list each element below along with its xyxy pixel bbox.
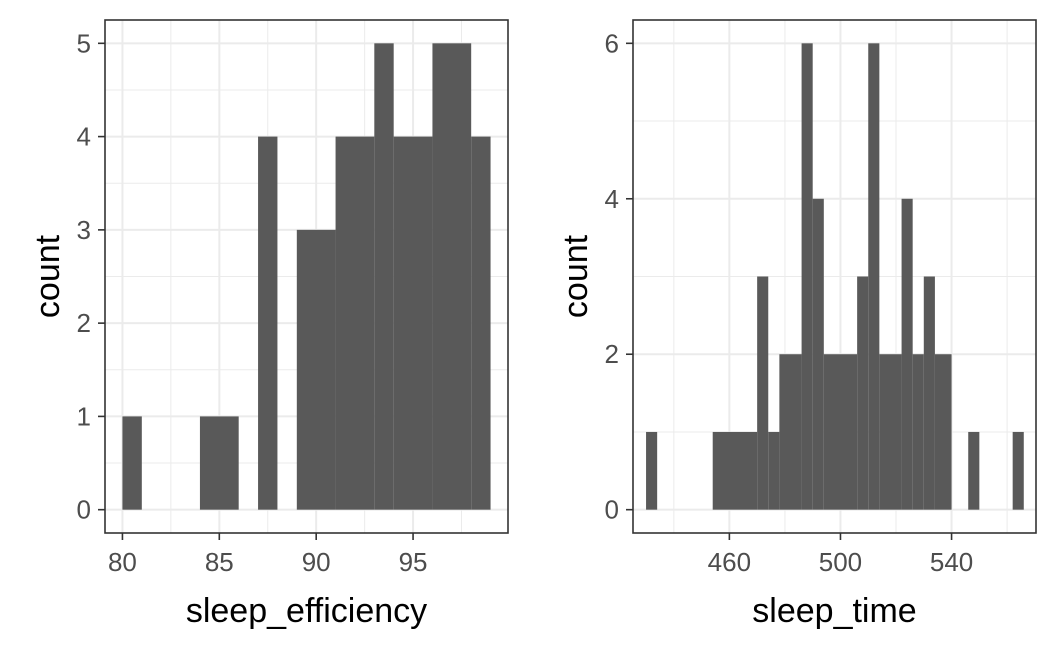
histogram-bar	[801, 43, 813, 510]
y-tick-label: 2	[77, 308, 91, 338]
y-tick-label: 4	[77, 122, 91, 152]
sleep-time-histogram-panel: 460 500 540 0 2 4 6 sleep_time count	[557, 19, 1037, 630]
histogram-bar	[335, 136, 375, 510]
histogram-bar	[199, 416, 239, 510]
x-tick-label: 500	[819, 547, 862, 577]
y-tick-label: 6	[605, 28, 619, 58]
x-tick-label: 90	[302, 547, 331, 577]
histogram-bar	[757, 276, 769, 510]
panel-border	[632, 19, 1037, 534]
histogram-bar	[432, 43, 472, 510]
histogram-bar	[296, 229, 336, 510]
sleep-efficiency-histogram-panel: 80 85 90 95 0 1 2 3 4 5 sleep_efficiency count	[29, 19, 509, 630]
y-tick-label: 0	[77, 495, 91, 525]
y-tick-label: 3	[77, 215, 91, 245]
histogram-bar	[857, 276, 869, 510]
x-tick-label: 460	[708, 547, 751, 577]
y-axis-title: count	[557, 234, 595, 318]
x-tick-label: 540	[930, 547, 973, 577]
x-tick-label: 85	[205, 547, 234, 577]
histogram-bar	[779, 354, 802, 510]
histogram-bar	[1012, 431, 1024, 510]
histogram-bar	[712, 431, 758, 510]
y-tick-label: 2	[605, 339, 619, 369]
histogram-bar	[879, 354, 902, 510]
y-axis-title: count	[29, 234, 67, 318]
panel-border	[104, 19, 509, 534]
histogram-bar	[968, 431, 980, 510]
histogram-bar	[934, 354, 952, 510]
histogram-bar	[646, 431, 658, 510]
histogram-bar	[868, 43, 880, 510]
y-tick-label: 1	[77, 401, 91, 431]
histogram-bar	[393, 136, 433, 510]
histogram-bar	[901, 198, 913, 510]
x-tick-label: 95	[399, 547, 428, 577]
histogram-bar	[374, 43, 394, 510]
x-tick-label: 80	[108, 547, 137, 577]
histogram-bar	[923, 276, 935, 510]
y-tick-label: 5	[77, 28, 91, 58]
y-tick-label: 0	[605, 495, 619, 525]
x-axis-title: sleep_efficiency	[186, 592, 427, 630]
histogram-bar	[471, 136, 491, 510]
y-tick-label: 4	[605, 184, 619, 214]
histogram-bar	[258, 136, 278, 510]
x-axis-title: sleep_time	[752, 592, 916, 630]
histogram-bar	[768, 431, 780, 510]
histogram-bar	[812, 198, 824, 510]
histogram-bar	[823, 354, 858, 510]
histogram-bar	[912, 354, 924, 510]
histogram-bar	[122, 416, 142, 510]
